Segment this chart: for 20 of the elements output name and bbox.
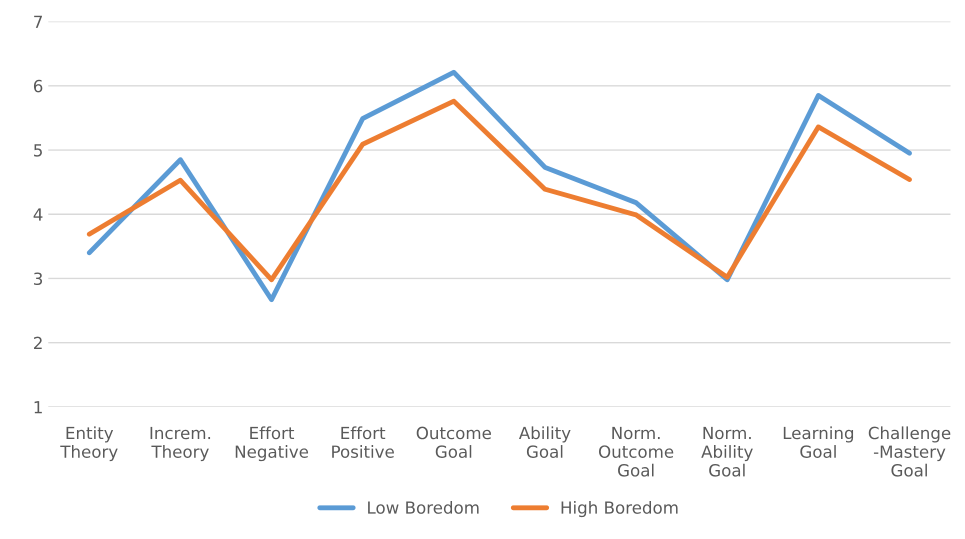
x-tick-label: Entity Theory — [60, 426, 118, 462]
y-tick-label: 7 — [34, 16, 42, 28]
x-tick-label: Ability Goal — [518, 426, 571, 458]
x-tick-label: Increm. Theory — [150, 426, 210, 462]
y-tick-label: 5 — [34, 144, 42, 157]
line-series — [86, 98, 912, 282]
y-tick-label: 4 — [34, 208, 42, 221]
x-tick-label: Effort Positive — [332, 426, 394, 458]
y-tick-label: 2 — [34, 336, 42, 350]
x-tick-label: Learning Goal — [784, 426, 854, 458]
x-tick-label: Norm. Ability Goal — [701, 426, 753, 477]
y-tick-label: 6 — [34, 80, 42, 92]
y-tick-label: 3 — [34, 272, 42, 286]
y-tick-label: 1 — [34, 401, 42, 414]
x-tick-label: Challenge -Mastery Goal — [868, 426, 950, 477]
legend-label: High Boredom — [562, 500, 678, 518]
x-tick-label: Norm. Outcome Goal — [598, 426, 674, 477]
x-tick-label: Effort Negative — [236, 426, 308, 462]
legend-label: Low Boredom — [368, 500, 479, 514]
x-tick-label: Outcome Goal — [416, 426, 491, 458]
